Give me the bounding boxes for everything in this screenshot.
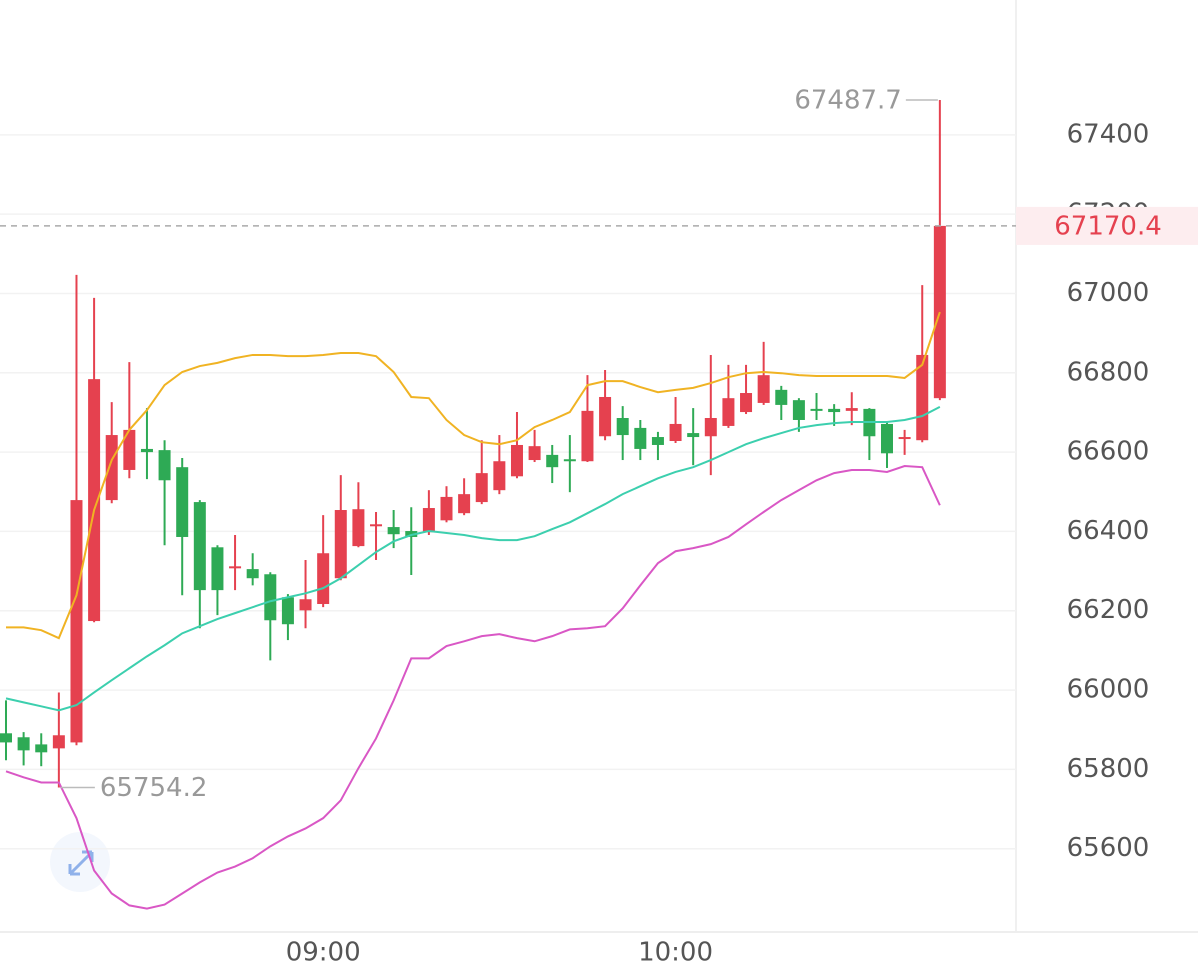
candle-body: [881, 423, 893, 454]
candle-body: [35, 744, 48, 753]
candle-body: [105, 435, 118, 501]
candle-body: [563, 459, 576, 462]
candle-body: [281, 597, 294, 625]
last-price-label: 67170.4: [1054, 211, 1162, 241]
candle-body: [70, 500, 83, 743]
candle-body: [88, 379, 101, 622]
x-tick-label: 10:00: [638, 938, 713, 968]
candle-body: [810, 408, 823, 411]
candle-body: [722, 398, 735, 426]
y-tick-label: 66800: [1067, 357, 1150, 387]
candle-body: [475, 473, 488, 503]
candle-body: [669, 423, 682, 442]
candle-body: [775, 389, 788, 405]
candle-body: [599, 396, 612, 437]
icon-arrow[interactable]: [68, 850, 94, 876]
max-label: 67487.7: [794, 86, 902, 116]
candle-body: [229, 566, 242, 569]
candle-body: [158, 450, 171, 481]
y-tick-label: 66400: [1067, 516, 1150, 546]
candle-body: [17, 737, 30, 751]
candle-body: [493, 461, 506, 491]
y-tick-label: 66600: [1067, 437, 1150, 467]
candle-body: [0, 733, 12, 743]
candle-body: [387, 527, 400, 535]
candle-body: [422, 508, 435, 533]
candle-body: [510, 444, 523, 477]
candle-body: [704, 418, 717, 437]
candle-body: [264, 574, 277, 621]
candle-body: [440, 496, 453, 521]
candle-body: [581, 410, 594, 462]
candle-body: [546, 454, 559, 468]
candle-body: [616, 418, 629, 436]
candle-body: [651, 437, 664, 445]
candle-body: [933, 225, 946, 399]
y-tick-label: 65800: [1067, 754, 1150, 784]
candle-body: [370, 524, 383, 527]
candle-body: [740, 393, 753, 413]
candle-body: [828, 408, 841, 413]
y-tick-label: 66000: [1067, 675, 1150, 705]
candle-body: [757, 375, 770, 403]
min-label: 65754.2: [100, 773, 208, 803]
grid: [0, 134, 1016, 850]
y-tick-label: 67400: [1067, 119, 1150, 149]
candle-body: [299, 599, 312, 611]
y-tick-label: 67000: [1067, 278, 1150, 308]
y-tick-label: 66200: [1067, 595, 1150, 625]
expand-icon[interactable]: [50, 832, 110, 892]
candle-body: [792, 400, 805, 420]
band-line: [5, 406, 941, 712]
candle-body: [528, 446, 541, 461]
candle-body: [916, 354, 929, 441]
candle-body: [193, 502, 206, 591]
band-line: [6, 311, 941, 640]
candle-body: [211, 547, 224, 591]
candle-body: [246, 569, 259, 579]
candle-body: [352, 509, 365, 547]
candle-body: [317, 553, 330, 605]
band-line: [5, 464, 941, 910]
candle-body: [458, 494, 471, 514]
candle-body: [176, 467, 189, 537]
last-price-box: [1016, 206, 1198, 245]
candles: [0, 100, 946, 788]
candle-body: [334, 510, 347, 579]
candle-body: [123, 429, 136, 470]
y-tick-label: 65600: [1067, 833, 1150, 863]
candle-body: [140, 448, 153, 453]
candle-body: [845, 408, 858, 411]
x-tick-label: 09:00: [286, 938, 361, 968]
candle-body: [687, 433, 700, 438]
candle-body: [898, 437, 911, 440]
candle-body: [634, 427, 647, 449]
candle-body: [52, 735, 65, 749]
